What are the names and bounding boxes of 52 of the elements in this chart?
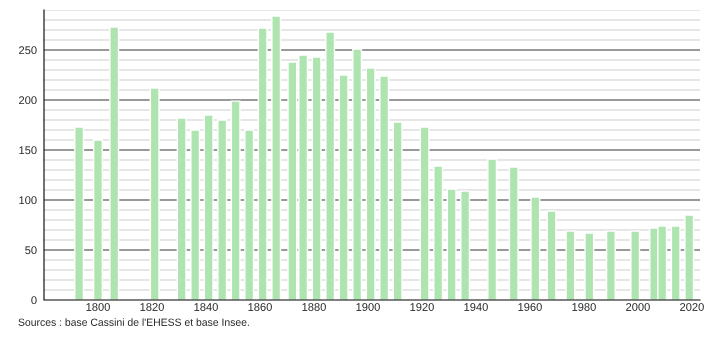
bar [392, 121, 403, 300]
bar [74, 126, 84, 300]
x-tick-label: 1860 [248, 303, 272, 311]
bar [190, 129, 200, 300]
bar [446, 188, 457, 300]
bar [338, 74, 349, 300]
bar [460, 190, 470, 300]
x-tick-label: 1920 [410, 303, 434, 311]
bar [530, 196, 540, 300]
bar [670, 225, 681, 300]
bar [230, 100, 241, 300]
x-tick-label: 1980 [572, 303, 596, 311]
bar [565, 230, 576, 300]
y-tick-label: 250 [19, 46, 37, 54]
bar [546, 210, 557, 300]
bar [312, 56, 322, 300]
bar [352, 48, 362, 300]
bar [584, 232, 594, 300]
bar [420, 126, 430, 300]
bar [92, 139, 104, 300]
x-tick-label: 1820 [140, 303, 164, 311]
bar [176, 117, 187, 300]
x-tick-label: 2000 [626, 303, 650, 311]
bar [325, 31, 336, 300]
x-tick-label: 1840 [194, 303, 218, 311]
bar [606, 230, 616, 300]
y-tick-label: 200 [19, 96, 37, 104]
bar [271, 15, 282, 300]
bar [379, 75, 390, 300]
y-tick-label: 50 [25, 246, 37, 254]
bar [366, 67, 376, 300]
bar [508, 166, 519, 300]
bar [109, 26, 120, 300]
x-tick-label: 1960 [518, 303, 542, 311]
bar [258, 27, 268, 300]
y-tick-label: 150 [19, 146, 37, 154]
x-tick-label: 1940 [464, 303, 488, 311]
bar [684, 214, 694, 300]
bar [150, 87, 160, 300]
bar [204, 114, 214, 300]
bar [630, 230, 640, 300]
bar [244, 129, 254, 300]
y-tick-label: 100 [19, 196, 37, 204]
source-note: Sources : base Cassini de l'EHESS et base Insee. [18, 318, 249, 326]
x-tick-label: 1900 [356, 303, 380, 311]
x-tick-label: 1800 [86, 303, 110, 311]
bar [217, 119, 228, 300]
x-tick-label: 2020 [680, 303, 704, 311]
bar [487, 158, 498, 300]
x-tick-label: 1880 [302, 303, 326, 311]
bar [433, 165, 444, 300]
y-tick-label: 0 [31, 296, 37, 304]
